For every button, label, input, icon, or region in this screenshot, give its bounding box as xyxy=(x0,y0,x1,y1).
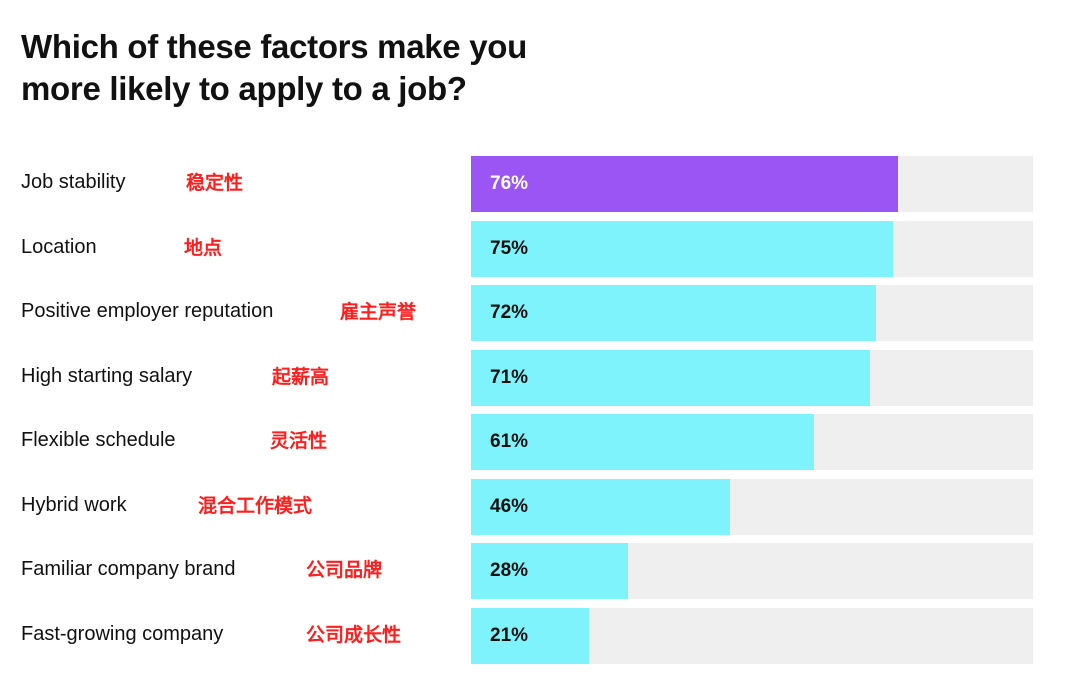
bar-track: 71% xyxy=(471,349,1033,406)
bar-row: Hybrid work 混合工作模式 46% xyxy=(0,478,1080,535)
bar: 28% xyxy=(471,543,629,599)
category-annotation-cn: 公司成长性 xyxy=(306,624,402,646)
bar-track: 28% xyxy=(471,543,1033,599)
category-annotation-cn: 灵活性 xyxy=(270,431,328,452)
bar-row: Location 地点 75% xyxy=(0,220,1080,277)
category-label: Job stability xyxy=(21,171,126,193)
bar-track: 75% xyxy=(471,220,1033,277)
value-label: 46% xyxy=(490,495,529,517)
bar-track: 72% xyxy=(471,285,1033,341)
bar: 76% xyxy=(471,156,899,212)
chart-title: Which of these factors make you more lik… xyxy=(21,26,721,110)
category-annotation-cn: 雇主声誉 xyxy=(340,302,417,323)
value-label: 61% xyxy=(490,431,529,452)
bar-row: Flexible schedule 灵活性 61% xyxy=(0,414,1080,470)
category-annotation-cn: 公司品牌 xyxy=(306,560,383,581)
bar-track: 61% xyxy=(471,414,1033,470)
category-label: Flexible schedule xyxy=(21,429,176,451)
category-label: Fast-growing company xyxy=(21,622,224,645)
category-label: Hybrid work xyxy=(21,493,127,516)
bar-track: 76% xyxy=(471,156,1033,212)
category-annotation-cn: 稳定性 xyxy=(186,173,244,194)
chart-title-line-2: more likely to apply to a job? xyxy=(21,70,467,107)
bar-row: Job stability 稳定性 76% xyxy=(0,156,1080,212)
bar: 72% xyxy=(471,285,876,341)
value-label: 21% xyxy=(490,624,529,646)
bar: 46% xyxy=(471,478,730,535)
bar-row: Positive employer reputation 雇主声誉 72% xyxy=(0,285,1080,341)
category-label: Location xyxy=(21,235,97,258)
value-label: 72% xyxy=(490,302,529,323)
category-annotation-cn: 起薪高 xyxy=(272,366,330,388)
category-label: Familiar company brand xyxy=(21,558,236,580)
bar-row: Fast-growing company 公司成长性 21% xyxy=(0,607,1080,664)
category-annotation-cn: 地点 xyxy=(184,237,223,259)
bar: 75% xyxy=(471,220,893,277)
bar: 61% xyxy=(471,414,814,470)
bar-track: 21% xyxy=(471,607,1033,664)
category-label: Positive employer reputation xyxy=(21,300,274,322)
chart-title-line-1: Which of these factors make you xyxy=(21,28,527,65)
value-label: 76% xyxy=(490,173,529,194)
bar: 71% xyxy=(471,349,871,406)
value-label: 28% xyxy=(490,560,529,581)
value-label: 75% xyxy=(490,237,529,259)
value-label: 71% xyxy=(490,366,529,388)
bar-track: 46% xyxy=(471,478,1033,535)
bar-row: Familiar company brand 公司品牌 28% xyxy=(0,543,1080,599)
category-annotation-cn: 混合工作模式 xyxy=(198,495,313,517)
bar: 21% xyxy=(471,607,590,664)
bar-row: High starting salary 起薪高 71% xyxy=(0,349,1080,406)
category-label: High starting salary xyxy=(21,364,193,387)
